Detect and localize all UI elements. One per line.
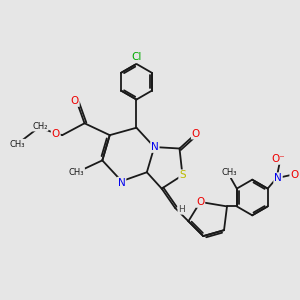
Text: CH₃: CH₃ bbox=[69, 168, 84, 177]
Text: O: O bbox=[196, 197, 204, 207]
Text: Cl: Cl bbox=[131, 52, 142, 62]
Text: N: N bbox=[151, 142, 159, 152]
Text: S: S bbox=[179, 170, 186, 180]
Text: O: O bbox=[192, 129, 200, 139]
Text: N: N bbox=[274, 173, 282, 183]
Text: O⁻: O⁻ bbox=[271, 154, 285, 164]
Text: O: O bbox=[52, 129, 60, 139]
Text: N: N bbox=[118, 178, 125, 188]
Text: CH₃: CH₃ bbox=[222, 168, 237, 177]
Text: O: O bbox=[290, 170, 298, 180]
Text: CH₂: CH₂ bbox=[32, 122, 48, 131]
Text: H: H bbox=[178, 205, 185, 214]
Text: O: O bbox=[70, 96, 79, 106]
Text: CH₃: CH₃ bbox=[10, 140, 26, 148]
